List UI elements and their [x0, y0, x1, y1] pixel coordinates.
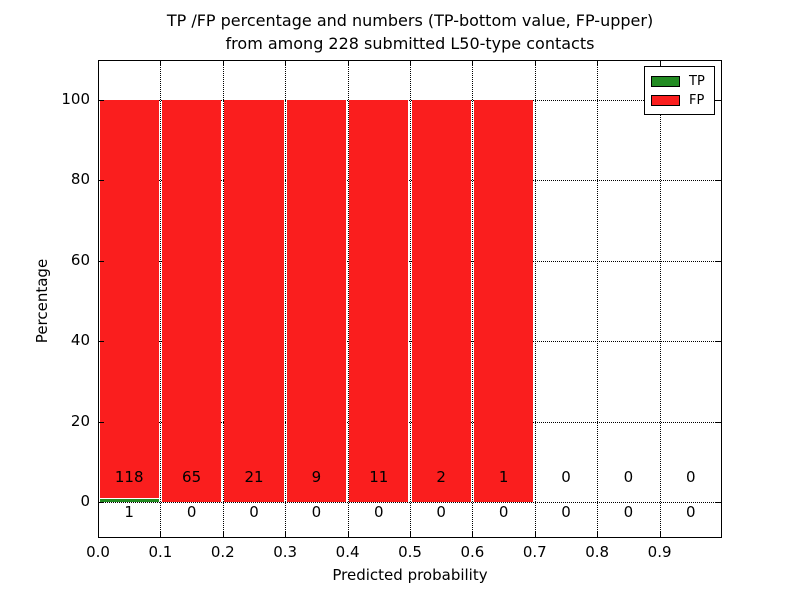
x-gridline [410, 60, 411, 538]
y-tick-right [716, 341, 722, 343]
x-tick-top [597, 60, 599, 66]
x-tick-bottom [160, 532, 162, 538]
y-tick-right [716, 100, 722, 101]
tp-legend-swatch [651, 76, 680, 87]
x-gridline [285, 60, 287, 538]
fp-count-label: 2 [436, 468, 446, 486]
tp-legend-label: TP [689, 74, 705, 89]
fp-count-label: 21 [244, 468, 264, 486]
y-tick-right [716, 260, 722, 262]
x-tick-top [534, 60, 536, 66]
x-gridline [222, 60, 224, 538]
tp-count-label: 0 [498, 503, 509, 521]
fp-bar [473, 99, 534, 502]
y-tick-label: 0 [80, 492, 90, 510]
x-tick-bottom [285, 532, 287, 538]
y-tick-right [716, 180, 722, 182]
y-tick-label: 40 [70, 331, 90, 350]
fp-count-label: 0 [686, 468, 696, 486]
tp-count-label: 0 [623, 503, 634, 521]
x-axis-label: Predicted probability [332, 566, 488, 584]
x-tick-bottom [534, 532, 536, 538]
x-tick-label: 0.2 [210, 543, 235, 561]
y-tick-label: 100 [61, 90, 90, 108]
fp-count-label: 0 [623, 468, 634, 486]
x-tick-top [410, 60, 411, 66]
fp-count-label: 65 [182, 468, 202, 486]
x-tick-top [222, 60, 224, 66]
x-tick-bottom [222, 532, 224, 538]
x-gridline [659, 60, 661, 538]
y-tick-left [98, 421, 104, 423]
x-tick-label: 0.7 [522, 543, 547, 561]
x-tick-bottom [410, 532, 411, 538]
tp-count-label: 0 [561, 503, 571, 521]
fp-bar [161, 99, 222, 502]
legend-entry-fp: FP [651, 91, 714, 110]
x-tick-label: 0.9 [647, 543, 672, 561]
fp-count-label: 11 [369, 468, 389, 486]
fp-bar [286, 99, 347, 502]
tp-bar [99, 498, 159, 502]
tp-count-label: 0 [686, 503, 696, 521]
y-tick-left [98, 180, 104, 182]
y-tick-left [98, 260, 104, 262]
fp-count-label: 9 [311, 468, 322, 486]
y-tick-label: 60 [70, 250, 90, 269]
x-tick-bottom [597, 532, 599, 538]
y-tick-left [98, 100, 104, 101]
plot-area: TP FP 118 1 65 0 21 0 9 0 11 0 2 0 1 0 0 0 0 0 0 0 [98, 60, 722, 538]
tp-count-label: 0 [249, 503, 259, 521]
fp-count-label: 1 [498, 468, 509, 486]
fp-bar [99, 99, 159, 499]
x-tick-label: 0.8 [585, 543, 610, 561]
x-tick-top [659, 60, 661, 66]
chart-title-line2: from among 228 submitted L50-type contac… [225, 34, 595, 53]
x-gridline [472, 60, 474, 538]
x-tick-top [285, 60, 287, 66]
fp-bar [224, 99, 284, 502]
x-gridline [597, 60, 599, 538]
x-tick-bottom [659, 532, 661, 538]
y-tick-right [716, 421, 722, 423]
x-tick-bottom [472, 532, 474, 538]
x-tick-label: 0.0 [86, 543, 110, 561]
fp-legend-label: FP [689, 93, 705, 108]
tp-count-label: 0 [311, 503, 322, 521]
tp-count-label: 1 [124, 503, 134, 521]
chart-title-line1: TP /FP percentage and numbers (TP-bottom… [166, 11, 654, 30]
y-tick-label: 20 [70, 411, 90, 430]
x-tick-top [160, 60, 162, 66]
chart-title: TP /FP percentage and numbers (TP-bottom… [88, 9, 732, 55]
x-tick-label: 0.3 [273, 543, 298, 561]
fp-legend-swatch [651, 95, 680, 106]
fp-bar [349, 99, 409, 502]
x-tick-bottom [347, 532, 349, 538]
x-tick-label: 0.5 [398, 543, 422, 561]
legend-entry-tp: TP [651, 72, 714, 91]
x-tick-label: 0.1 [148, 543, 173, 561]
x-tick-top [472, 60, 474, 66]
tp-count-label: 0 [374, 503, 384, 521]
x-tick-label: 0.4 [335, 543, 360, 561]
x-gridline [160, 60, 162, 538]
tp-count-label: 0 [436, 503, 446, 521]
y-tick-right [716, 502, 722, 503]
fp-count-label: 118 [114, 468, 144, 486]
y-tick-left [98, 502, 104, 503]
x-tick-top [347, 60, 349, 66]
legend: TP FP [644, 66, 715, 115]
y-tick-left [98, 341, 104, 343]
fp-bar [411, 99, 471, 502]
y-tick-label: 80 [70, 170, 90, 189]
x-tick-label: 0.6 [460, 543, 485, 561]
x-gridline [534, 60, 536, 538]
tp-count-label: 0 [186, 503, 197, 521]
x-gridline [347, 60, 349, 538]
fp-count-label: 0 [561, 468, 571, 486]
